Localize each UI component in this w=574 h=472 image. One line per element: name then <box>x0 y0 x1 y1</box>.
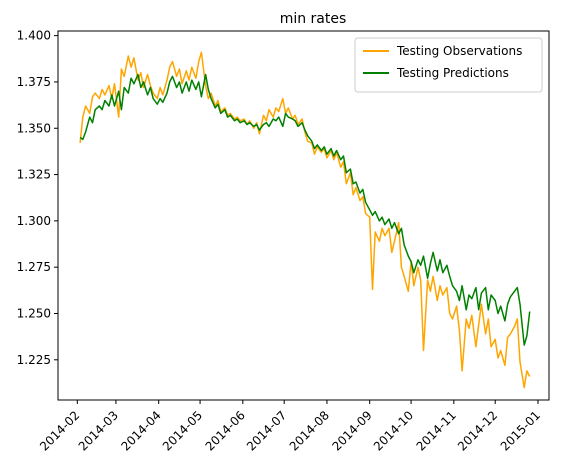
y-tick-label: 1.300 <box>17 214 51 228</box>
y-tick-label: 1.400 <box>17 29 51 43</box>
y-tick-label: 1.350 <box>17 121 51 135</box>
series-line-0 <box>79 51 531 389</box>
legend-box <box>354 37 543 93</box>
y-tick-label: 1.325 <box>17 168 51 182</box>
y-tick-label: 1.225 <box>17 353 51 367</box>
legend-label-1: Testing Predictions <box>396 66 509 80</box>
legend: Testing Observations Testing Predictions <box>354 37 543 93</box>
chart-title: min rates <box>280 11 347 27</box>
y-axis: 1.225 1.250 1.275 1.300 1.325 1.350 1.375 1.400 <box>17 29 58 367</box>
axes-frame <box>57 30 550 401</box>
y-tick-label: 1.275 <box>17 260 51 274</box>
y-tick-label: 1.250 <box>17 306 51 320</box>
y-tick-label: 1.375 <box>17 75 51 89</box>
series-line-1 <box>79 73 531 346</box>
plot-area <box>57 30 550 401</box>
legend-label-0: Testing Observations <box>396 44 522 58</box>
series-layer <box>79 51 531 389</box>
